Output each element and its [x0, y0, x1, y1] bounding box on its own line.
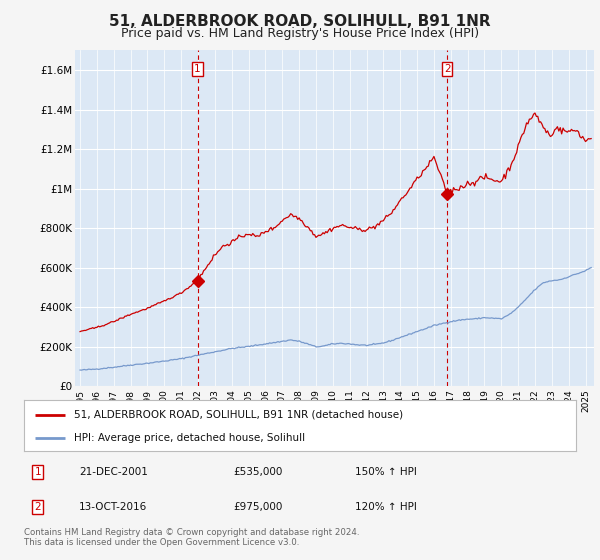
Text: £975,000: £975,000: [234, 502, 283, 512]
Text: 21-DEC-2001: 21-DEC-2001: [79, 467, 148, 477]
Text: HPI: Average price, detached house, Solihull: HPI: Average price, detached house, Soli…: [74, 433, 305, 443]
Text: 150% ↑ HPI: 150% ↑ HPI: [355, 467, 417, 477]
Text: Price paid vs. HM Land Registry's House Price Index (HPI): Price paid vs. HM Land Registry's House …: [121, 27, 479, 40]
Text: 51, ALDERBROOK ROAD, SOLIHULL, B91 1NR (detached house): 51, ALDERBROOK ROAD, SOLIHULL, B91 1NR (…: [74, 409, 403, 419]
Text: Contains HM Land Registry data © Crown copyright and database right 2024.
This d: Contains HM Land Registry data © Crown c…: [24, 528, 359, 547]
Text: 1: 1: [194, 64, 201, 74]
Text: 2: 2: [34, 502, 41, 512]
Text: £535,000: £535,000: [234, 467, 283, 477]
Text: 1: 1: [34, 467, 41, 477]
Text: 2: 2: [444, 64, 451, 74]
Text: 51, ALDERBROOK ROAD, SOLIHULL, B91 1NR: 51, ALDERBROOK ROAD, SOLIHULL, B91 1NR: [109, 14, 491, 29]
Text: 120% ↑ HPI: 120% ↑ HPI: [355, 502, 417, 512]
Text: 13-OCT-2016: 13-OCT-2016: [79, 502, 148, 512]
